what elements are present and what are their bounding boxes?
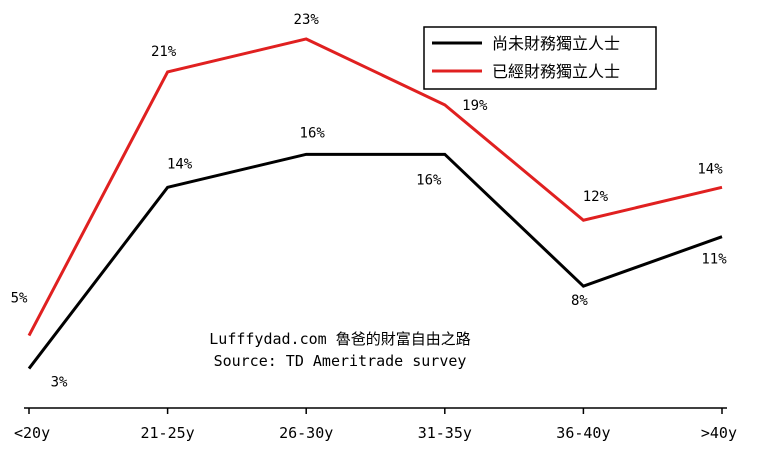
legend-box (423, 26, 657, 90)
series-layer (27, 37, 723, 370)
series-line-unindependent (27, 152, 723, 370)
data-label-independent: 14% (697, 161, 723, 177)
data-label-independent: 23% (294, 12, 320, 28)
data-label-independent: 19% (462, 98, 488, 114)
series-line-independent (27, 37, 723, 337)
data-label-unindependent: 16% (300, 125, 326, 141)
data-label-independent: 21% (151, 44, 177, 60)
data-labels: 3% 14% 16% 16% 8% 11% 5% 21% 23% 19% 12% 14% (11, 12, 728, 391)
x-tick-label: <20y (14, 424, 50, 442)
data-label-unindependent: 11% (701, 252, 727, 268)
legend-label-unindependent: 尚未財務獨立人士 (492, 34, 620, 53)
data-label-unindependent: 16% (416, 172, 442, 188)
data-label-independent: 5% (11, 291, 28, 307)
x-axis: <20y 21-25y 26-30y 31-35y 36-40y >40y (14, 407, 737, 442)
data-label-unindependent: 14% (167, 156, 193, 172)
x-tick-label: 36-40y (556, 424, 610, 442)
x-tick-label: 31-35y (418, 424, 472, 442)
annotation-source: Source: TD Ameritrade survey (214, 352, 467, 370)
data-label-unindependent: 3% (51, 375, 68, 391)
x-tick-label: 26-30y (279, 424, 333, 442)
annotation-site: Lufffydad.com 魯爸的財富自由之路 (209, 330, 470, 348)
x-tick-label: >40y (701, 424, 737, 442)
x-tick-label: 21-25y (141, 424, 195, 442)
legend-label-independent: 已經財務獨立人士 (492, 62, 620, 81)
data-label-unindependent: 8% (571, 293, 588, 309)
data-label-independent: 12% (583, 189, 609, 205)
annotations: Lufffydad.com 魯爸的財富自由之路 Source: TD Ameri… (209, 330, 470, 370)
legend: 尚未財務獨立人士 已經財務獨立人士 (423, 26, 657, 90)
